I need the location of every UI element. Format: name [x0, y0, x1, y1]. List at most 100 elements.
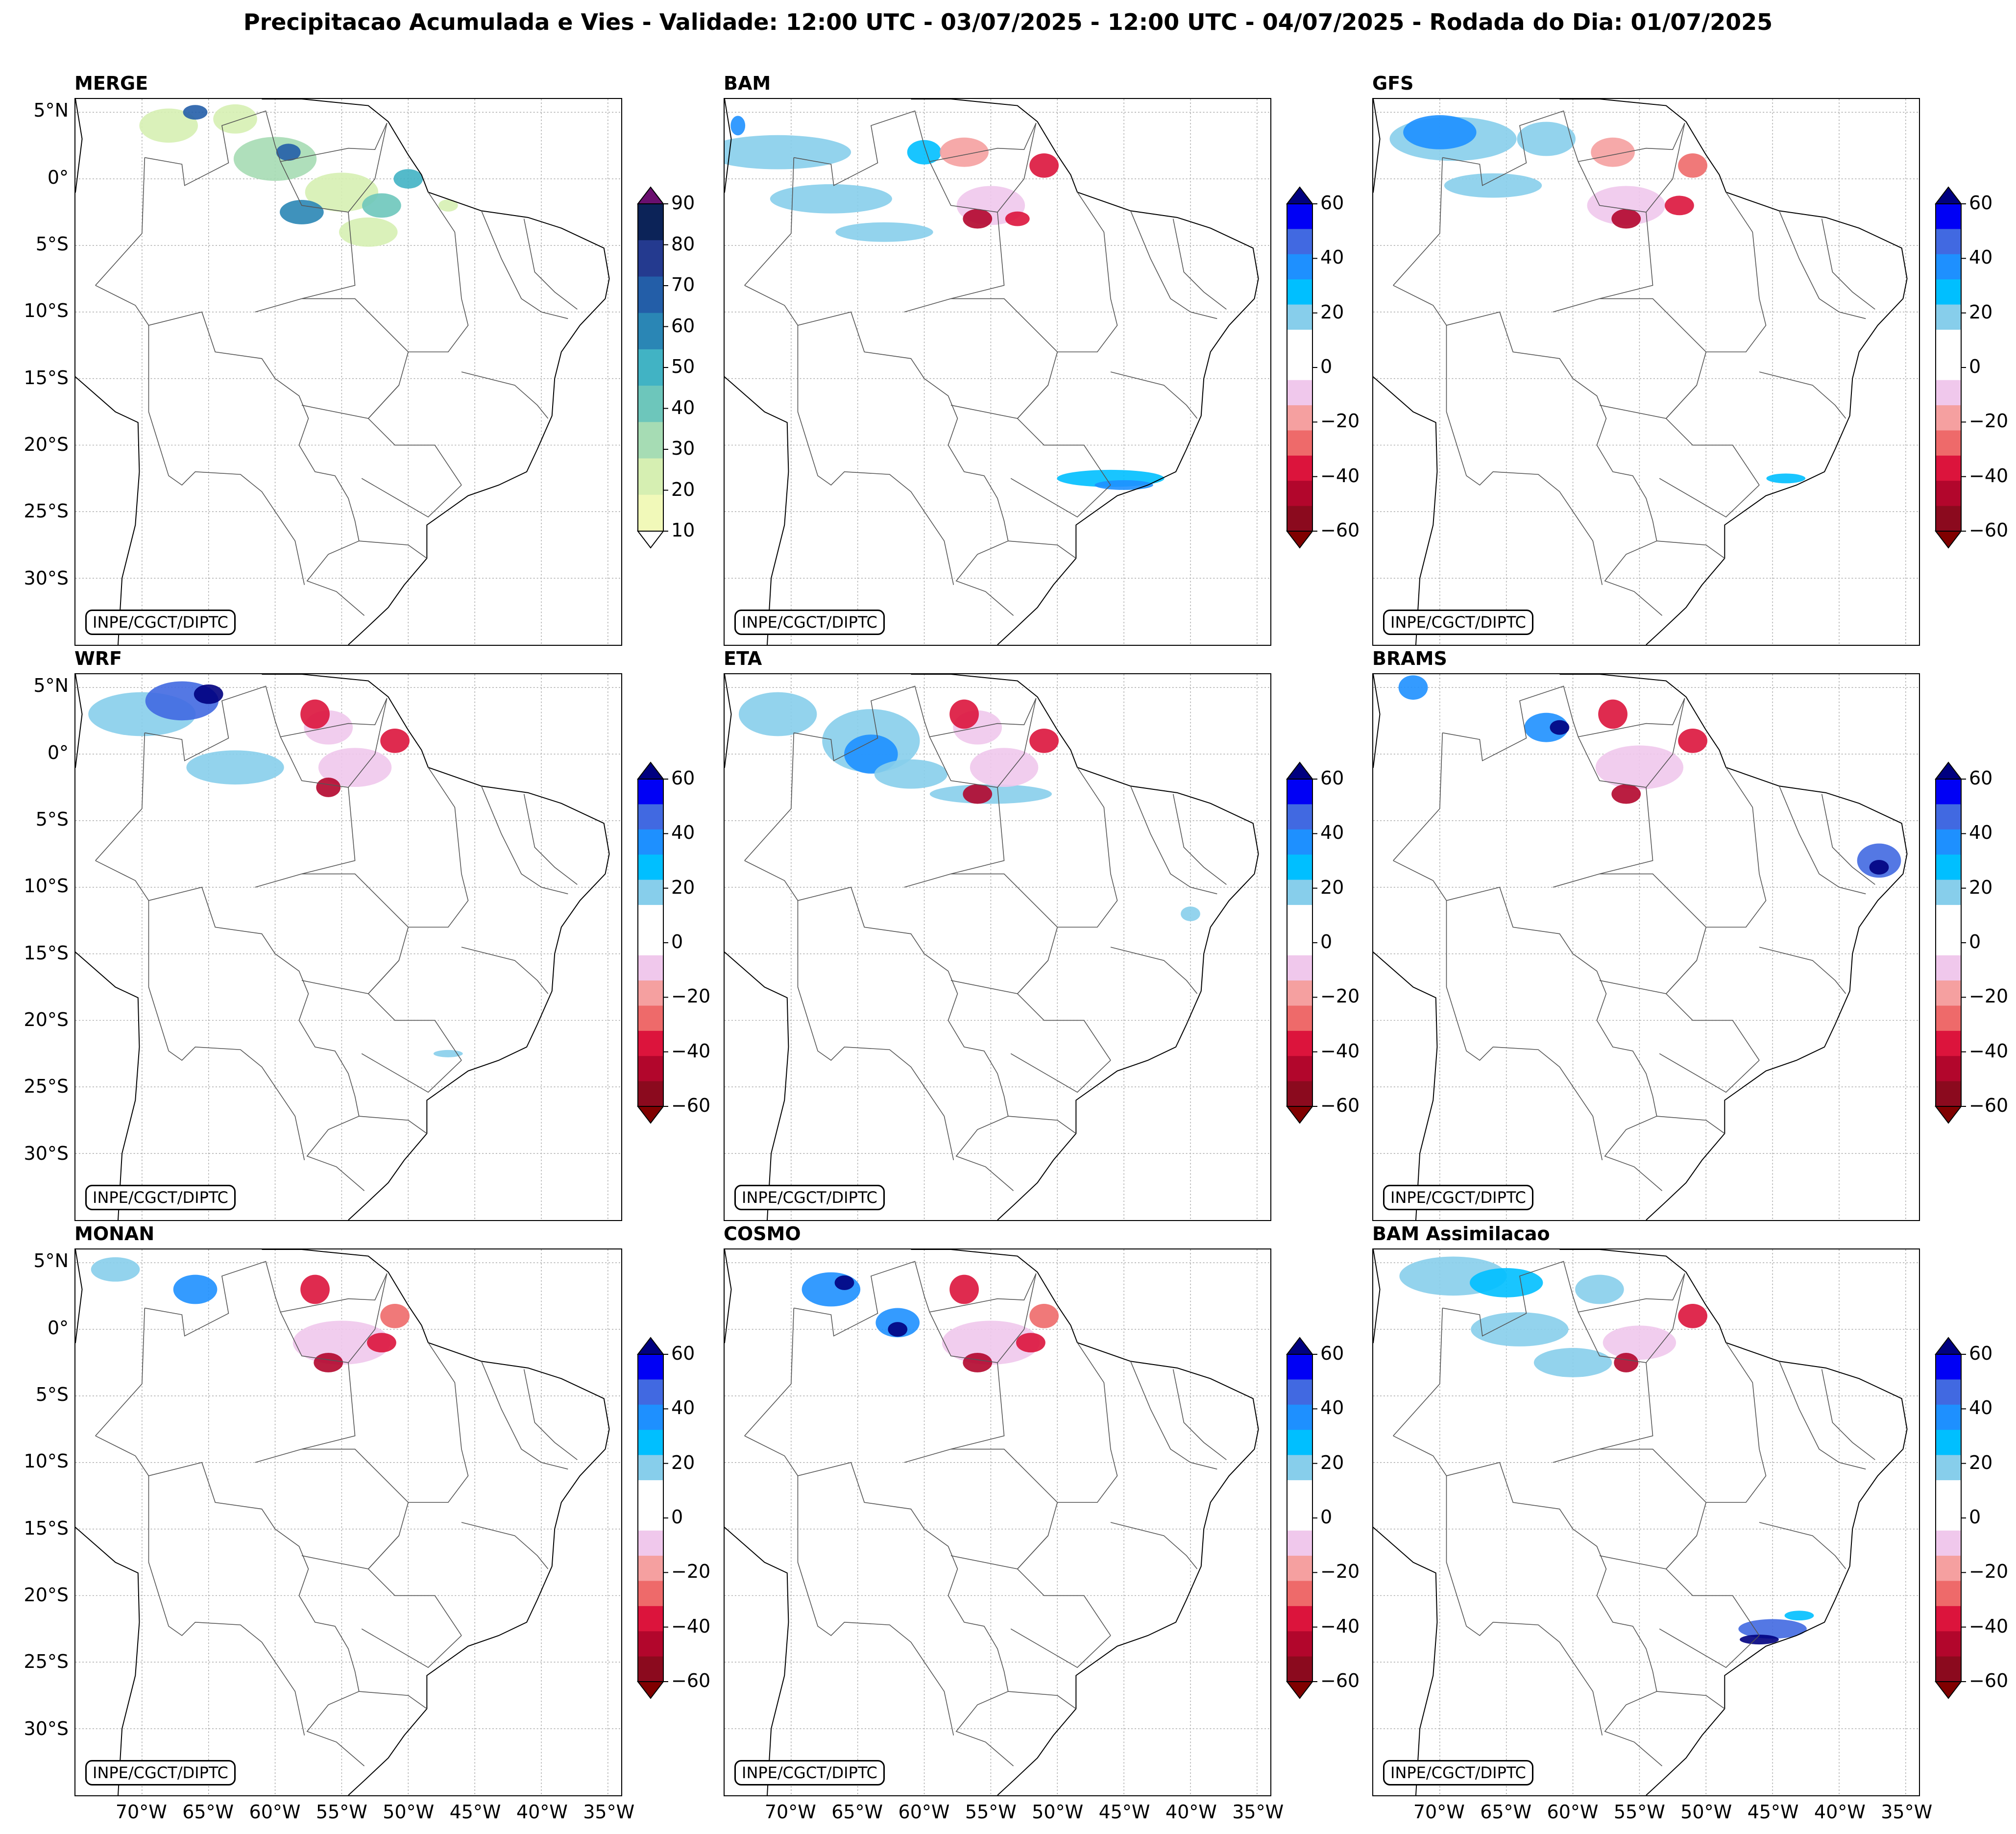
- colorbar: 90 80 70 60 50 40 30 20 10: [636, 186, 710, 549]
- colorbar-segment: [1936, 1056, 1961, 1082]
- precip-area: [770, 184, 892, 214]
- colorbar-segment: [638, 1581, 663, 1607]
- lat-tick-label: 10°S: [24, 875, 69, 897]
- colorbar-label: −60: [1320, 519, 1360, 541]
- colorbar-label: 40: [671, 396, 695, 418]
- border-line: [744, 1308, 795, 1436]
- lon-tick-label: 45°W: [1098, 1801, 1150, 1823]
- border-line: [1172, 219, 1227, 310]
- colorbar-segment: [1287, 1606, 1312, 1632]
- lon-tick-label: 70°W: [1413, 1801, 1465, 1823]
- colorbar: 60 40 20 0 −20 −40 −60: [1286, 1337, 1360, 1699]
- border-line: [1759, 1522, 1846, 1569]
- colorbar-label: 20: [671, 478, 695, 500]
- border-line: [301, 1535, 399, 1569]
- lon-tick-label: 60°W: [249, 1801, 301, 1823]
- border-line: [950, 960, 1048, 994]
- border-line: [145, 685, 388, 761]
- colorbar-label: 60: [1969, 767, 1993, 789]
- colorbar-segment: [1287, 1480, 1312, 1506]
- colorbar-segment: [1287, 1081, 1312, 1107]
- colorbar-segment: [638, 804, 663, 830]
- colorbar-segment: [1287, 1379, 1312, 1405]
- border-line: [95, 1308, 146, 1436]
- colorbar-segment: [1936, 1404, 1961, 1430]
- lat-tick-label: 25°S: [24, 1651, 69, 1673]
- precip-area: [1517, 122, 1576, 156]
- precip-area: [942, 1320, 1040, 1365]
- precip-area: [738, 692, 817, 736]
- precip-area: [1029, 1303, 1059, 1328]
- colorbar-label: 90: [671, 192, 695, 214]
- colorbar-label: 40: [1320, 1397, 1344, 1419]
- border-line: [361, 478, 462, 518]
- colorbar: 60 40 20 0 −20 −40 −60: [1934, 186, 2008, 549]
- map-svg: [1373, 674, 1919, 1220]
- colorbar-segment: [1287, 1656, 1312, 1682]
- colorbar-label: 60: [671, 315, 695, 337]
- map-panel: INPE/CGCT/DIPTC: [74, 1248, 622, 1796]
- colorbar-segment: [638, 1455, 663, 1481]
- colorbar-segment: [1936, 1081, 1961, 1107]
- border-line: [950, 1448, 1058, 1503]
- lat-tick-label: 15°S: [24, 1517, 69, 1539]
- lat-tick-label: 30°S: [24, 1142, 69, 1164]
- colorbar-extend-max: [636, 1337, 665, 1355]
- border-line: [95, 1435, 365, 1766]
- border-line: [1599, 1535, 1697, 1569]
- border-line: [348, 122, 388, 213]
- colorbar-segment: [1287, 880, 1312, 905]
- colorbar-segment: [1936, 1354, 1961, 1380]
- border-line: [361, 1628, 462, 1668]
- colorbar-segment: [638, 494, 663, 532]
- map-svg: [725, 674, 1270, 1220]
- panel-title: GFS: [1372, 73, 1414, 94]
- colorbar-segment: [638, 1530, 663, 1556]
- colorbar-segment: [638, 349, 663, 386]
- map-panel: INPE/CGCT/DIPTC: [724, 673, 1271, 1221]
- border-line: [1759, 947, 1846, 994]
- colorbar-extend-max: [1286, 1337, 1314, 1355]
- border-line: [1017, 1342, 1118, 1636]
- border-line: [1646, 122, 1685, 213]
- colorbar-segment: [1287, 455, 1312, 481]
- colorbar-segment: [638, 1430, 663, 1456]
- colorbar-segment: [638, 1480, 663, 1506]
- border-line: [1110, 371, 1198, 419]
- border-line: [361, 1053, 462, 1093]
- colorbar-segment: [638, 855, 663, 880]
- precip-area: [1614, 1353, 1639, 1372]
- precip-area: [1678, 728, 1707, 753]
- colorbar-label: −60: [1320, 1095, 1360, 1116]
- border-line: [1821, 219, 1875, 310]
- border-line: [145, 1261, 388, 1337]
- border-line: [301, 385, 399, 419]
- panel-title: COSMO: [724, 1223, 801, 1245]
- colorbar-segment: [1936, 1030, 1961, 1056]
- precip-area: [949, 1274, 979, 1304]
- border-line: [95, 157, 146, 286]
- border-line: [1759, 371, 1846, 419]
- panel-title: ETA: [724, 648, 762, 669]
- colorbar-segment: [1287, 1505, 1312, 1531]
- border-line: [744, 285, 1014, 616]
- colorbar-segment: [1287, 304, 1312, 330]
- colorbar-label: 20: [671, 876, 695, 898]
- border-line: [523, 794, 578, 885]
- coastline-east: [1559, 99, 1908, 645]
- precip-area: [1740, 1635, 1779, 1645]
- colorbar-label: 60: [1320, 192, 1344, 214]
- colorbar-label: 20: [1320, 1451, 1344, 1473]
- colorbar-label: −60: [671, 1095, 711, 1116]
- colorbar-segment: [1287, 329, 1312, 355]
- map-panel: INPE/CGCT/DIPTC: [1372, 673, 1920, 1221]
- colorbar-segment: [1936, 481, 1961, 507]
- colorbar-label: −20: [1320, 410, 1360, 432]
- colorbar-segment: [638, 1606, 663, 1632]
- lon-tick-label: 60°W: [898, 1801, 950, 1823]
- precip-area: [1181, 906, 1200, 922]
- precip-area: [963, 784, 993, 804]
- precip-area: [1587, 186, 1665, 225]
- colorbar-label: 0: [1320, 931, 1333, 953]
- border-line: [461, 1522, 549, 1569]
